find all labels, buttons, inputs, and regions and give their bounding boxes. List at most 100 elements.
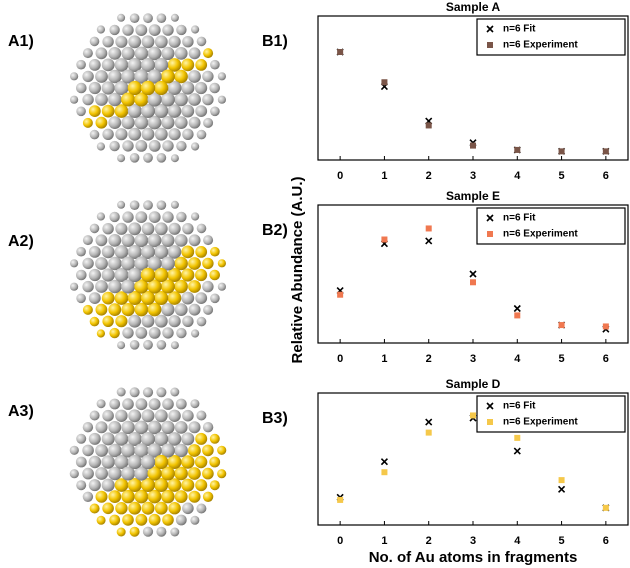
atom (143, 527, 153, 537)
atom (162, 211, 173, 222)
atom (82, 445, 94, 457)
atom (168, 58, 182, 72)
atom (191, 142, 199, 150)
atom (149, 140, 161, 152)
atom (189, 421, 201, 433)
atom (122, 116, 135, 129)
atom (195, 433, 207, 445)
atom (89, 59, 101, 71)
atom (102, 455, 115, 468)
atom (190, 516, 199, 525)
atom (195, 479, 207, 491)
atom (149, 327, 161, 339)
atom (176, 212, 186, 222)
atom (115, 432, 129, 446)
data-point (470, 412, 476, 418)
atom (189, 47, 201, 59)
data-point (426, 419, 432, 425)
atom (128, 268, 142, 282)
atom (162, 398, 174, 410)
atom (128, 409, 141, 422)
atom (182, 223, 193, 234)
atom (161, 234, 174, 247)
atom (95, 93, 108, 106)
atom (130, 13, 140, 23)
atom (188, 93, 201, 106)
atom (217, 446, 226, 455)
atom (217, 469, 226, 478)
atom (109, 328, 119, 338)
atom (175, 490, 188, 503)
panel-label: A3) (8, 403, 34, 420)
panel-label: B2) (262, 222, 288, 239)
atom (209, 83, 220, 94)
atom (218, 72, 226, 80)
atom (102, 410, 114, 422)
y-axis-label: Relative Abundance (A.U.) (289, 177, 306, 364)
atom (188, 70, 201, 83)
atom (130, 387, 140, 397)
atom (157, 200, 167, 210)
atom (102, 81, 115, 94)
atom (195, 456, 207, 468)
atom (90, 130, 100, 140)
atom (143, 340, 153, 350)
legend-marker (487, 419, 493, 425)
atom (102, 246, 115, 259)
panel-label: B3) (262, 410, 288, 427)
atom (210, 107, 220, 117)
atom (102, 292, 115, 305)
atom (182, 316, 193, 327)
atom (70, 72, 78, 80)
atom (218, 96, 226, 104)
atom (115, 291, 129, 305)
atom (182, 129, 193, 140)
data-point (381, 469, 387, 475)
atom (76, 270, 87, 281)
atom (135, 421, 149, 435)
atom (181, 81, 194, 94)
atom (130, 200, 140, 210)
legend-label: n=6 Experiment (503, 229, 578, 240)
legend-label: n=6 Experiment (503, 40, 578, 51)
atom (135, 234, 149, 248)
atom (191, 25, 199, 33)
atom (210, 60, 220, 70)
x-tick-label: 4 (514, 535, 521, 547)
atom (188, 444, 201, 457)
atom (155, 315, 168, 328)
atom (162, 327, 173, 338)
atom (108, 47, 121, 60)
atom (102, 432, 115, 445)
atom (128, 35, 141, 48)
atom (97, 25, 105, 33)
atom (117, 341, 125, 349)
atom (162, 24, 173, 35)
atom (161, 421, 174, 434)
data-point (470, 271, 476, 277)
atom (128, 81, 142, 95)
atom (155, 35, 168, 48)
atom (89, 433, 101, 445)
atom (143, 13, 153, 23)
atom (128, 128, 141, 141)
atom (83, 118, 93, 128)
atom (203, 48, 213, 58)
atom (109, 141, 119, 151)
atom (97, 329, 105, 337)
atom (148, 234, 162, 248)
atom (76, 457, 87, 468)
atom (115, 245, 129, 259)
atom (117, 388, 126, 397)
atom (102, 479, 115, 492)
atom (168, 502, 180, 514)
x-tick-label: 1 (381, 353, 387, 365)
atom (189, 117, 201, 129)
atom (128, 455, 142, 469)
atom (135, 47, 149, 61)
atom (122, 24, 133, 35)
data-point (470, 279, 476, 285)
atom (83, 235, 93, 245)
atom (136, 514, 148, 526)
chart-title: Sample A (446, 0, 501, 14)
